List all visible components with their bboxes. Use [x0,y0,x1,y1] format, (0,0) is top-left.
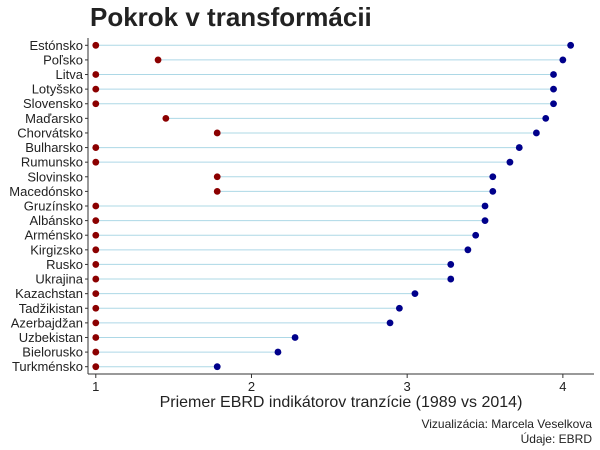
caption-source: Údaje: EBRD [520,432,592,446]
point-2014-lotyssko [550,85,557,93]
point-2014-ukrajina [447,275,455,283]
y-tick-label-rumunsko: Rumunsko [21,155,83,170]
point-1989-gruzinsko [92,202,100,210]
point-2014-kirgizsko [464,246,472,254]
point-1989-uzbekistan [92,334,100,341]
point-2014-azerbajdzan [386,319,394,327]
point-1989-rumunsko [92,158,100,166]
point-1989-macedonsko [213,187,221,195]
point-2014-rusko [447,261,455,268]
point-1989-madarsko [162,114,170,122]
y-tick-label-turkmensko: Turkménsko [12,359,83,374]
x-axis-label: Priemer EBRD indikátorov tranzície (1989… [159,394,523,411]
point-2014-macedonsko [489,187,497,195]
point-2014-turkmensko [213,363,221,371]
y-tick-label-macedonsko: Macedónsko [9,184,83,199]
point-1989-slovinsko [213,173,221,181]
y-tick-label-gruzinsko: Gruzínsko [24,199,83,214]
point-2014-slovinsko [489,173,497,181]
y-tick-label-slovinsko: Slovinsko [27,169,83,184]
point-1989-albansko [92,217,100,225]
point-2014-tadzikistan [395,304,403,312]
point-1989-armensko [92,231,100,239]
y-tick-label-bulharsko: Bulharsko [25,140,83,155]
y-tick-label-kirgizsko: Kirgizsko [30,242,83,257]
y-tick-label-tadzikistan: Tadžikistan [19,301,83,316]
y-tick-label-rusko: Rusko [46,257,83,272]
point-1989-kirgizsko [92,246,100,254]
point-1989-ukrajina [92,275,100,283]
y-tick-label-madarsko: Maďarsko [25,111,83,126]
point-2014-uzbekistan [291,334,299,341]
point-2014-kazachstan [411,290,419,298]
point-2014-bielorusko [274,348,282,356]
y-tick-label-litva: Litva [56,67,84,82]
point-1989-kazachstan [92,290,100,298]
y-tick-label-polsko: Poľsko [43,52,83,67]
point-1989-chorvatsko [213,129,221,137]
point-1989-azerbajdzan [92,319,100,327]
point-2014-rumunsko [506,158,514,166]
x-tick-label-1: 1 [92,379,99,394]
caption: Vizualizácia: Marcela Veselkova Údaje: E… [421,417,592,447]
point-1989-polsko [154,56,162,64]
y-tick-label-ukrajina: Ukrajina [35,272,83,287]
y-tick-label-albansko: Albánsko [30,213,83,228]
point-2014-litva [550,71,557,78]
x-tick-label-4: 4 [559,379,566,394]
point-1989-litva [92,71,100,78]
y-tick-label-estonsko: Estónsko [30,38,83,53]
x-tick-label-2: 2 [248,379,255,394]
connector-lines [95,44,571,368]
point-2014-bulharsko [515,144,523,151]
y-tick-label-azerbajdzan: Azerbajdžan [11,315,83,330]
point-2014-albansko [481,217,489,225]
caption-visualization: Vizualizácia: Marcela Veselkova [421,417,592,431]
y-tick-label-lotyssko: Lotyšsko [32,82,83,97]
point-2014-chorvatsko [532,129,540,137]
y-tick-label-chorvatsko: Chorvátsko [17,125,83,140]
y-tick-label-uzbekistan: Uzbekistan [19,330,83,345]
y-tick-label-armensko: Arménsko [24,228,83,243]
point-1989-estonsko [92,41,100,49]
point-1989-turkmensko [92,363,100,371]
point-1989-tadzikistan [92,304,100,312]
y-tick-label-kazachstan: Kazachstan [15,286,83,301]
point-2014-slovensko [550,100,557,108]
point-1989-bulharsko [92,144,100,151]
chart-title: Pokrok v transformácii [90,2,372,32]
point-2014-polsko [559,56,567,64]
x-axis-ticks: 1 2 3 4 [92,374,566,394]
point-1989-bielorusko [92,348,100,356]
point-2014-armensko [472,231,480,239]
point-1989-slovensko [92,100,100,108]
point-1989-lotyssko [92,85,100,93]
point-2014-estonsko [567,41,575,49]
data-points [92,41,575,371]
y-axis-ticks: EstónskoPoľskoLitvaLotyšskoSlovenskoMaďa… [9,38,88,374]
point-1989-rusko [92,261,100,268]
point-2014-gruzinsko [481,202,489,210]
y-tick-label-bielorusko: Bielorusko [22,345,83,360]
x-tick-label-3: 3 [404,379,411,394]
point-2014-madarsko [542,114,550,122]
y-tick-label-slovensko: Slovensko [23,96,83,111]
